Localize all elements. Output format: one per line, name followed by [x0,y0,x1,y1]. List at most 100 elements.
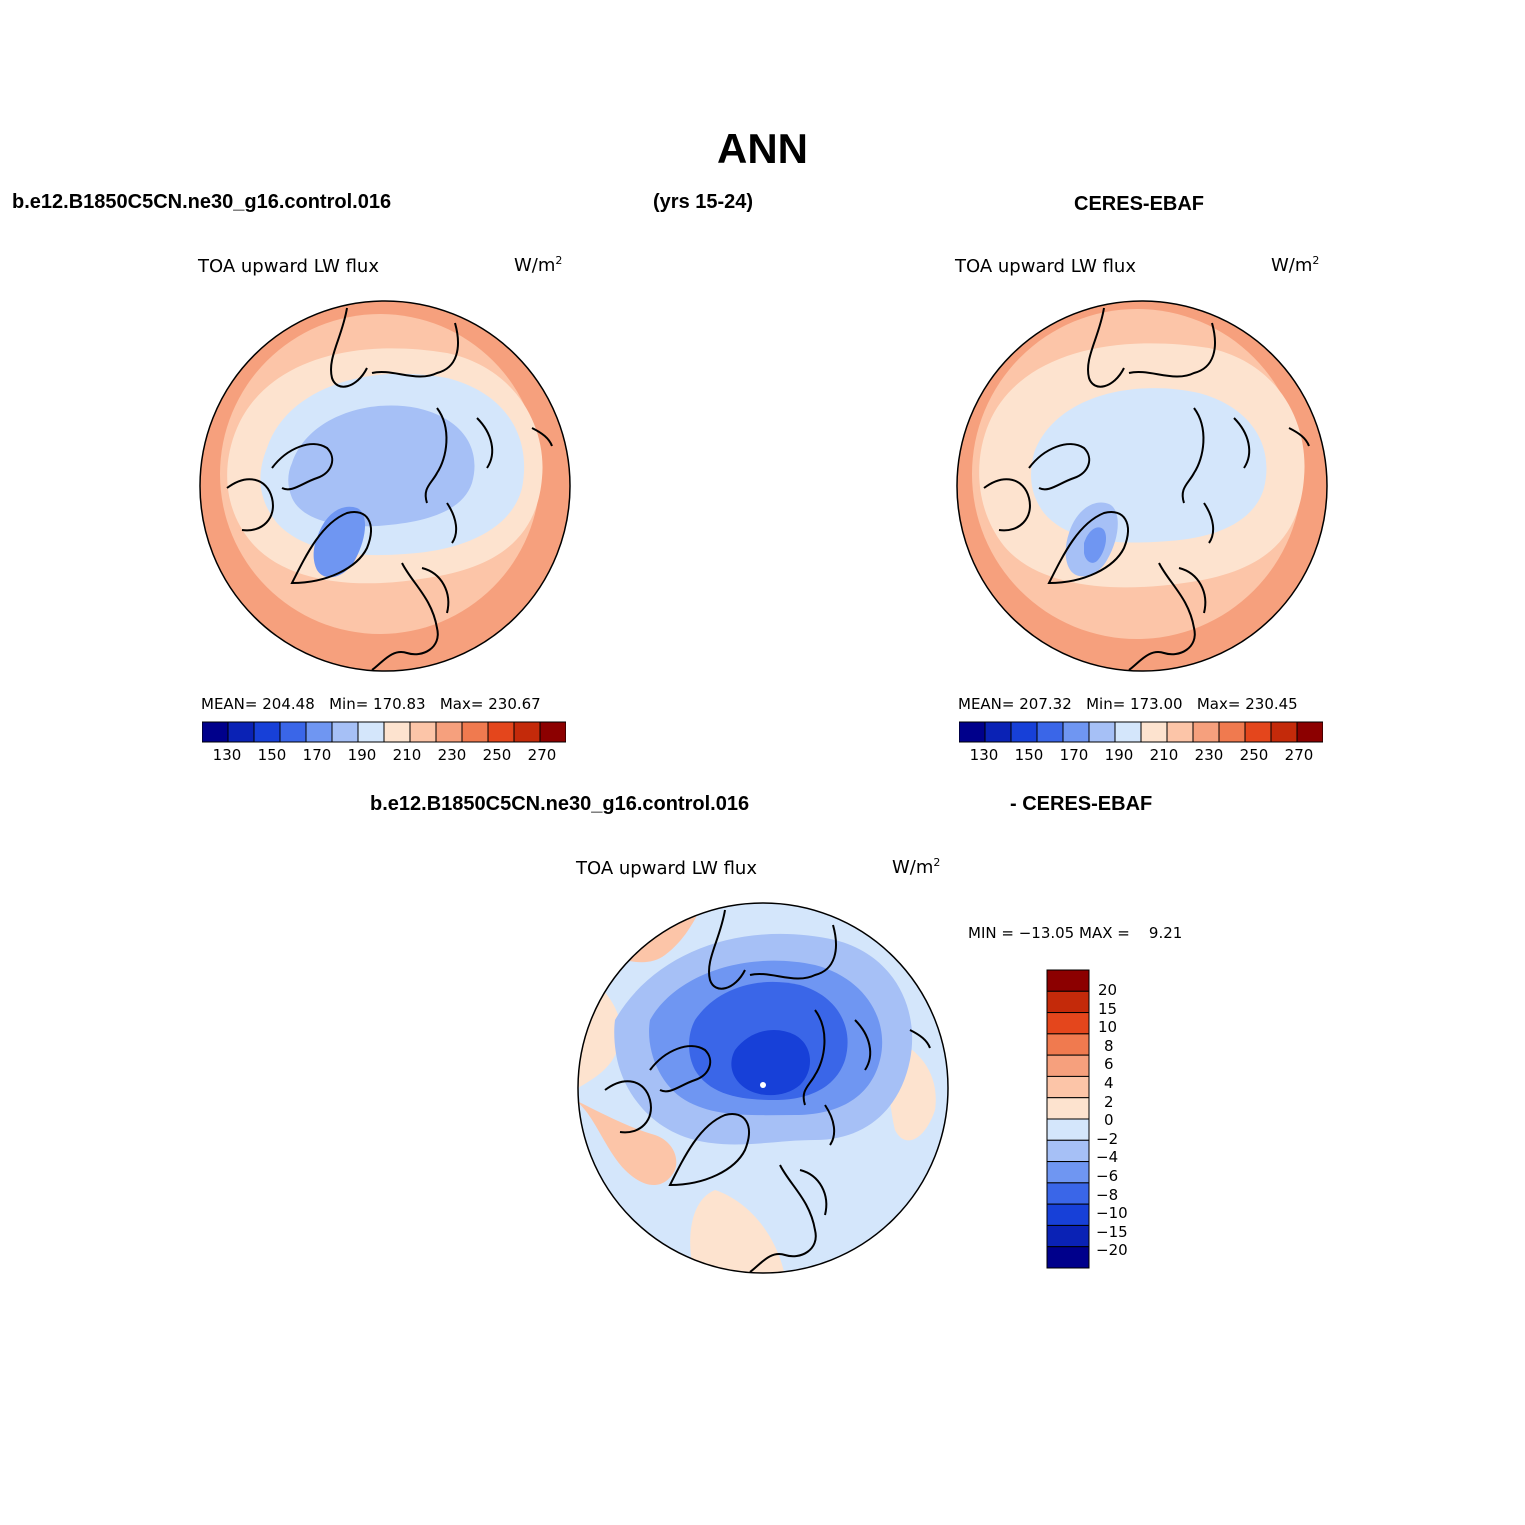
diff-band-minus-10 [731,1030,811,1096]
colorbar-swatch [435,721,463,743]
colorbar-swatch [1046,1161,1090,1184]
colorbar-tick-label: 2 [1104,1093,1114,1111]
colorbar-obs [959,721,1323,743]
colorbar-tick-label: 250 [1239,746,1269,764]
colorbar-swatch [1218,721,1246,743]
header-case-name: b.e12.B1850C5CN.ne30_g16.control.016 [12,191,392,213]
colorbar-swatch [461,721,489,743]
diff-band-small-positive [690,1190,785,1273]
polar-map-obs [956,300,1328,672]
colorbar-swatch [1046,1203,1090,1226]
colorbar-tick-label: 170 [302,746,332,764]
colorbar-swatch [279,721,307,743]
colorbar-tick-label: 10 [1098,1018,1118,1036]
coastlines [226,307,553,671]
colorbar-tick-label: 8 [1104,1037,1114,1055]
colorbar-tick-label: 6 [1104,1055,1114,1073]
diff-header-case-name: b.e12.B1850C5CN.ne30_g16.control.016 [370,793,750,815]
polar-map-model [199,300,571,672]
colorbar-tick-label: 20 [1098,981,1118,999]
colorbar-swatch [331,721,359,743]
colorbar-model-labels: 130 150 170 190 210 230 250 270 [202,746,566,766]
contour-band-200 [1031,388,1267,543]
colorbar-swatch [253,721,281,743]
colorbar-difference [1046,969,1090,1269]
colorbar-swatch [227,721,255,743]
colorbar-tick-label: −4 [1096,1148,1119,1166]
colorbar-swatch [1062,721,1090,743]
colorbar-swatch [1296,721,1323,743]
colorbar-swatch [1010,721,1038,743]
header-years: (yrs 15-24) [653,191,754,213]
colorbar-tick-label: 190 [1104,746,1134,764]
colorbar-swatch [984,721,1012,743]
colorbar-tick-label: 150 [1014,746,1044,764]
colorbar-swatch [1046,1246,1090,1269]
colorbar-tick-label: 130 [212,746,242,764]
colorbar-swatch [1046,1139,1090,1163]
colorbar-tick-label: −8 [1096,1186,1119,1204]
colorbar-tick-label: 150 [257,746,287,764]
colorbar-swatch [539,721,566,743]
colorbar-tick-label: 210 [1149,746,1179,764]
colorbar-tick-label: 190 [347,746,377,764]
figure-title: ANN [717,125,808,172]
colorbar-swatch [1046,1182,1090,1205]
colorbar-swatch [1046,1224,1090,1248]
colorbar-swatch [1244,721,1272,743]
colorbar-tick-label: −15 [1096,1223,1128,1241]
colorbar-swatch [202,721,229,743]
contour-band-180 [313,506,366,578]
colorbar-swatch [1046,1118,1090,1141]
colorbar-swatch [1140,721,1168,743]
colorbar-swatch [1088,721,1116,743]
colorbar-tick-label: 0 [1104,1111,1114,1129]
header-obs-name: CERES-EBAF [1074,193,1205,215]
colorbar-swatch [1046,969,1090,992]
coastlines [604,909,931,1273]
colorbar-tick-label: −20 [1096,1241,1128,1259]
panel-diff-stats: MIN = −13.05 MAX = 9.21 [968,924,1183,942]
colorbar-swatch [1046,1075,1090,1099]
colorbar-swatch [357,721,385,743]
colorbar-swatch [1046,1033,1090,1056]
contour-band-180 [1084,527,1107,563]
colorbar-tick-label: −6 [1096,1167,1119,1185]
coastlines [983,307,1310,671]
colorbar-tick-label: −10 [1096,1204,1128,1222]
colorbar-tick-label: 270 [527,746,557,764]
colorbar-tick-label: 230 [1194,746,1224,764]
diff-header-obs-name: - CERES-EBAF [1010,793,1153,815]
panel-model-variable: TOA upward LW flux [198,256,379,277]
colorbar-swatch [305,721,333,743]
colorbar-swatch [1046,1054,1090,1077]
colorbar-swatch [1270,721,1298,743]
colorbar-tick-label: −2 [1096,1130,1119,1148]
colorbar-swatch [1046,1097,1090,1120]
colorbar-swatch [1046,990,1090,1014]
colorbar-tick-label: 270 [1284,746,1314,764]
colorbar-swatch [959,721,986,743]
map-boundary [956,300,1328,672]
colorbar-model [202,721,566,743]
colorbar-swatch [409,721,437,743]
colorbar-tick-label: 170 [1059,746,1089,764]
colorbar-swatch [513,721,541,743]
colorbar-swatch [1192,721,1220,743]
panel-model-stats: MEAN= 204.48 Min= 170.83 Max= 230.67 [201,695,541,713]
panel-diff-units: W/m2 [892,856,941,878]
colorbar-difference-labels: 20 15 10 8 6 4 2 0 −2 −4 −6 −8 −10 −15 −… [1094,969,1154,1269]
panel-obs-stats: MEAN= 207.32 Min= 173.00 Max= 230.45 [958,695,1298,713]
contour-band-190 [288,405,475,527]
colorbar-tick-label: 4 [1104,1074,1114,1092]
map-boundary [199,300,571,672]
colorbar-swatch [1046,1012,1090,1035]
colorbar-tick-label: 230 [437,746,467,764]
colorbar-swatch [1166,721,1194,743]
colorbar-swatch [487,721,515,743]
colorbar-tick-label: 250 [482,746,512,764]
colorbar-tick-label: 15 [1098,1000,1118,1018]
colorbar-tick-label: 210 [392,746,422,764]
colorbar-tick-label: 130 [969,746,999,764]
colorbar-swatch [1114,721,1142,743]
